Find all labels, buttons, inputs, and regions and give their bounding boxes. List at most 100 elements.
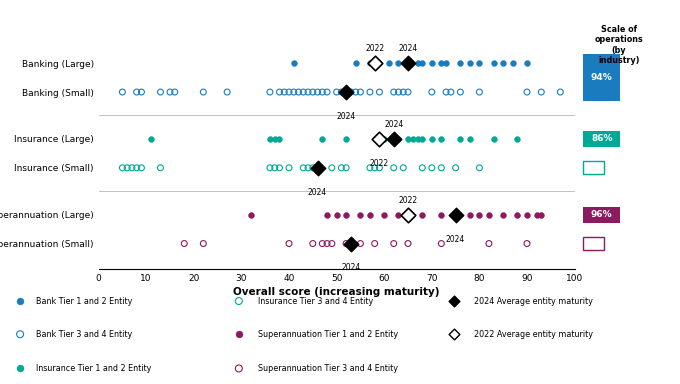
Point [488, 60, 499, 66]
Point [303, 165, 313, 171]
Text: 2022: 2022 [365, 44, 384, 53]
Point [122, 165, 133, 171]
Point [331, 89, 342, 95]
FancyBboxPatch shape [583, 207, 620, 223]
Point [498, 212, 509, 218]
Point [117, 165, 128, 171]
Point [136, 89, 147, 95]
Text: 2024: 2024 [308, 188, 327, 197]
Point [474, 212, 485, 218]
Point [126, 165, 137, 171]
Text: Bank Tier 3 and 4 Entity: Bank Tier 3 and 4 Entity [37, 330, 133, 339]
Point [364, 165, 375, 171]
Point [364, 89, 375, 95]
Text: 2024: 2024 [337, 112, 356, 121]
Point [379, 136, 390, 142]
Point [398, 165, 409, 171]
Point [436, 240, 447, 247]
Point [317, 136, 328, 142]
Point [326, 165, 337, 171]
Point [384, 60, 394, 66]
Text: 2024: 2024 [398, 44, 418, 53]
Point [483, 212, 494, 218]
Point [498, 60, 509, 66]
Text: 2022: 2022 [398, 195, 418, 205]
Point [146, 136, 156, 142]
Point [307, 165, 318, 171]
Text: 2024: 2024 [384, 120, 403, 129]
Point [322, 212, 333, 218]
Point [341, 89, 352, 95]
Point [374, 136, 385, 142]
Point [364, 212, 375, 218]
Point [403, 240, 413, 247]
Point [345, 89, 356, 95]
Point [393, 212, 404, 218]
Point [341, 165, 352, 171]
Point [393, 60, 404, 66]
Point [512, 136, 523, 142]
Text: 94%: 94% [591, 73, 613, 82]
Text: 2022 Average entity maturity: 2022 Average entity maturity [474, 330, 593, 339]
Point [265, 89, 275, 95]
Point [417, 60, 428, 66]
Point [450, 212, 461, 218]
Point [436, 165, 447, 171]
Point [536, 212, 547, 218]
Text: 2024: 2024 [341, 263, 360, 272]
Point [288, 60, 299, 66]
Point [512, 212, 523, 218]
Text: 2022: 2022 [370, 159, 389, 168]
Point [445, 89, 456, 95]
Text: Insurance Tier 1 and 2 Entity: Insurance Tier 1 and 2 Entity [37, 364, 152, 373]
Point [355, 240, 366, 247]
Point [474, 165, 485, 171]
Point [369, 240, 380, 247]
Point [131, 165, 142, 171]
Point [369, 165, 380, 171]
Point [355, 89, 366, 95]
Point [298, 165, 309, 171]
Point [483, 240, 494, 247]
Point [15, 331, 26, 337]
Point [388, 165, 399, 171]
FancyBboxPatch shape [583, 131, 620, 147]
Point [355, 212, 366, 218]
Text: Superannuation Tier 3 and 4 Entity: Superannuation Tier 3 and 4 Entity [258, 364, 398, 373]
Point [15, 366, 26, 372]
Point [522, 240, 532, 247]
Point [417, 136, 428, 142]
Point [426, 136, 437, 142]
Point [388, 136, 399, 142]
Point [336, 165, 347, 171]
Point [345, 240, 356, 247]
Point [388, 136, 399, 142]
Point [426, 89, 437, 95]
Point [436, 136, 447, 142]
Point [288, 89, 299, 95]
Point [317, 240, 328, 247]
Point [336, 89, 347, 95]
Point [350, 60, 361, 66]
Point [441, 89, 452, 95]
Point [326, 240, 337, 247]
Point [417, 165, 428, 171]
Point [388, 240, 399, 247]
Point [522, 89, 532, 95]
Point [293, 89, 304, 95]
Point [374, 165, 385, 171]
Point [307, 89, 318, 95]
Point [403, 60, 413, 66]
Point [312, 89, 323, 95]
X-axis label: Overall score (increasing maturity): Overall score (increasing maturity) [233, 287, 440, 297]
Point [417, 212, 428, 218]
Point [393, 89, 404, 95]
Point [379, 212, 390, 218]
Point [412, 60, 423, 66]
Point [464, 212, 475, 218]
Point [369, 60, 380, 66]
Point [398, 89, 409, 95]
Point [436, 60, 447, 66]
Point [312, 165, 323, 171]
Point [303, 89, 313, 95]
